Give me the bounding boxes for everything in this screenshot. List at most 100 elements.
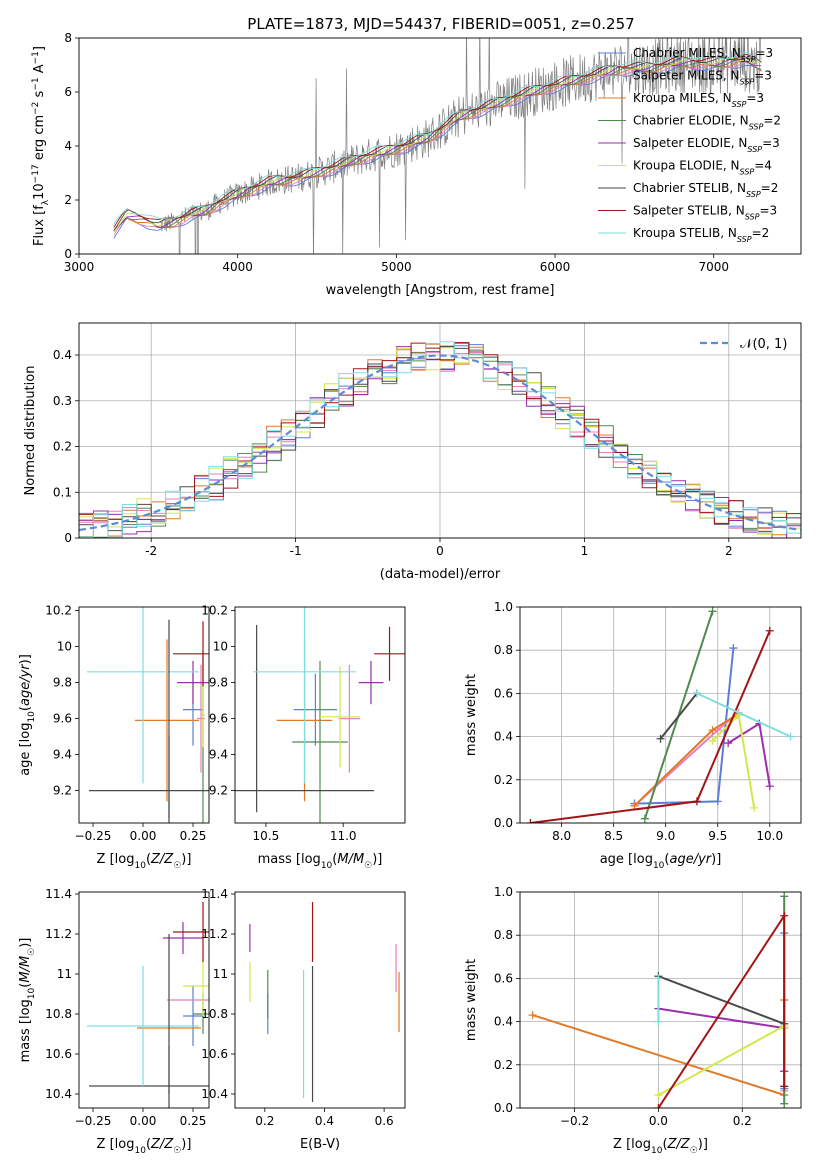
weight-marker xyxy=(654,1017,663,1026)
y-tick-label: 9.6 xyxy=(53,712,72,726)
y-tick-label: 0.2 xyxy=(494,1058,513,1072)
weight-marker xyxy=(654,1104,663,1108)
y-tick-label: 10.4 xyxy=(45,1087,72,1101)
weight-line-8 xyxy=(696,692,792,738)
x-tick-label: -2 xyxy=(145,544,157,558)
y-tick-label: 10.4 xyxy=(201,1087,228,1101)
weight-marker xyxy=(780,892,789,901)
model-spectrum-1 xyxy=(113,61,762,236)
panel-mass_age: 10.5 11.0 9.2 9.4 9.6 9.8 10 10.2 mass [log10(M/… xyxy=(201,604,406,871)
panel-residuals: -2 -1 0 1 2 0 0.1 0.2 0.3 0.4 (data-model)/error No… xyxy=(23,322,802,582)
weight-marker xyxy=(692,689,701,698)
y-tick-label: 9.2 xyxy=(209,784,228,798)
y-tick-label: 10 xyxy=(57,640,72,654)
x-tick-label: 11.0 xyxy=(330,829,357,843)
y-tick-label: 6 xyxy=(64,85,72,99)
x-tick-label: -1 xyxy=(290,544,302,558)
weight-marker xyxy=(780,911,789,920)
x-tick-label: 0.2 xyxy=(733,1114,752,1128)
y-tick-label: 10.8 xyxy=(201,1007,228,1021)
normal-curve xyxy=(79,354,801,532)
panel-ebv_mass: 0.2 0.4 0.6 10.4 10.6 10.8 11 11.2 11.4 E(B-V) xyxy=(201,887,406,1152)
legend-entry: Salpeter STELIB, NSSP=3 xyxy=(633,204,777,222)
weight-marker xyxy=(780,1082,789,1091)
weight-marker xyxy=(724,739,733,748)
legend-entry: Salpeter MILES, NSSP=3 xyxy=(633,69,772,87)
axes-frame xyxy=(78,606,210,824)
weight-marker xyxy=(780,1099,789,1108)
y-axis-label: mass weight xyxy=(464,959,479,1041)
y-tick-label: 0.8 xyxy=(494,928,513,942)
y-tick-label: 0.6 xyxy=(494,686,513,700)
axes-frame xyxy=(78,322,802,539)
x-tick-label: 10.0 xyxy=(756,829,783,843)
x-tick-label: 2 xyxy=(725,544,733,558)
figure-title: PLATE=1873, MJD=54437, FIBERID=0051, z=0… xyxy=(247,15,634,33)
x-tick-label: 4000 xyxy=(222,260,253,274)
x-tick-label: −0.25 xyxy=(75,1114,112,1128)
model-spectrum-2 xyxy=(113,59,762,233)
y-tick-label: 9.2 xyxy=(53,784,72,798)
plot-area xyxy=(235,607,405,823)
weight-marker xyxy=(656,734,665,743)
plot-area xyxy=(87,902,209,1108)
y-tick-label: 0 xyxy=(64,247,72,261)
axes-frame xyxy=(78,37,802,255)
y-tick-label: 0.2 xyxy=(494,773,513,787)
legend-entry: Kroupa ELODIE, NSSP=4 xyxy=(633,159,772,177)
weight-marker xyxy=(708,726,717,735)
legend: Chabrier MILES, NSSP=3 Salpeter MILES, NS… xyxy=(598,46,781,244)
y-tick-label: 4 xyxy=(64,139,72,153)
x-tick-label: 0.00 xyxy=(130,1114,157,1128)
weight-marker xyxy=(713,797,722,806)
weight-line-7 xyxy=(530,630,771,823)
y-axis-label: mass [log10(M/M☉)] xyxy=(18,938,37,1063)
weight-marker xyxy=(765,782,774,791)
weight-line-6 xyxy=(659,692,698,740)
x-tick-label: 8.5 xyxy=(604,829,623,843)
legend-entry: Kroupa MILES, NSSP=3 xyxy=(633,91,764,109)
y-axis-label: Flux [fλ10−17 erg cm−2 s−1 A−1] xyxy=(31,46,51,246)
y-tick-label: 10.6 xyxy=(45,1047,72,1061)
x-tick-label: 0 xyxy=(436,544,444,558)
x-tick-label: 1 xyxy=(581,544,589,558)
x-tick-label: 0.6 xyxy=(375,1114,394,1128)
y-axis-label: Normed distribution xyxy=(23,366,38,496)
x-axis-label: Z [log10(Z/Z☉)] xyxy=(613,1137,708,1156)
x-tick-label: 7000 xyxy=(698,260,729,274)
x-axis-label: wavelength [Angstrom, rest frame] xyxy=(326,283,555,298)
x-tick-label: 6000 xyxy=(540,260,571,274)
legend-entry: Chabrier MILES, NSSP=3 xyxy=(633,46,773,64)
weight-marker xyxy=(750,803,759,812)
y-tick-label: 0.6 xyxy=(494,971,513,985)
y-tick-label: 0.4 xyxy=(494,1015,513,1029)
weight-marker xyxy=(526,819,535,823)
y-tick-label: 9.8 xyxy=(53,676,72,690)
weight-marker xyxy=(692,797,701,806)
y-tick-label: 0.4 xyxy=(494,730,513,744)
weight-marker xyxy=(528,1011,537,1020)
panel-z_age: −0.25 0.00 0.25 9.2 9.4 9.6 9.8 10 10.2 Z [log10(… xyxy=(18,604,210,871)
y-axis-label: mass weight xyxy=(464,674,479,756)
y-tick-label: 11 xyxy=(57,967,72,981)
y-tick-label: 9.4 xyxy=(209,748,228,762)
x-axis-label: E(B-V) xyxy=(300,1137,340,1152)
y-tick-label: 0.0 xyxy=(494,1101,513,1115)
y-tick-label: 10.2 xyxy=(45,604,72,618)
weight-marker xyxy=(708,607,717,616)
weight-marker xyxy=(654,974,663,983)
x-axis-label: age [log10(age/yr)] xyxy=(600,852,722,871)
weight-marker xyxy=(654,1091,663,1100)
y-tick-label: 0.3 xyxy=(53,394,72,408)
weight-marker xyxy=(765,626,774,635)
legend-entry: Kroupa STELIB, NSSP=2 xyxy=(633,226,769,244)
weight-line-6 xyxy=(658,975,785,1025)
plot-area xyxy=(249,902,400,1102)
x-tick-label: 0.00 xyxy=(130,829,157,843)
y-axis-label: age [log10(age/yr)] xyxy=(18,654,37,776)
axes-frame xyxy=(234,606,406,824)
y-tick-label: 11.2 xyxy=(201,927,228,941)
y-tick-label: 0 xyxy=(64,531,72,545)
y-tick-label: 11.4 xyxy=(45,887,72,901)
